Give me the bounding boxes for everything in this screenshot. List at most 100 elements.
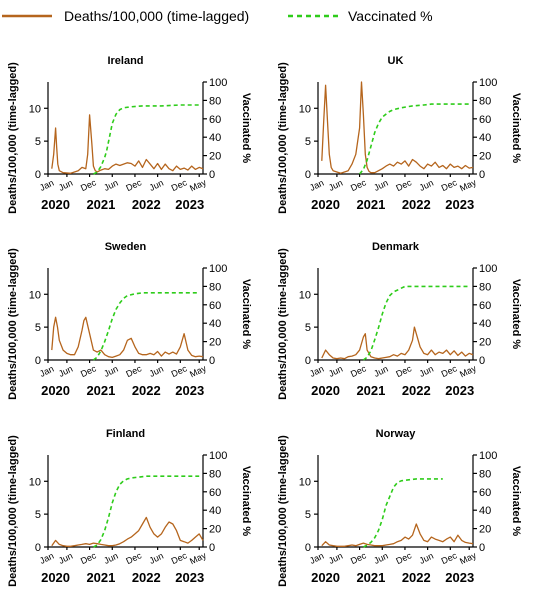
right-axis-title: Vaccinated %: [240, 279, 252, 350]
panel-title: Denmark: [372, 241, 420, 253]
right-tick-label: 0: [479, 355, 485, 367]
x-tick-label: Dec: [440, 550, 459, 566]
x-tick-label: Jun: [372, 178, 389, 193]
x-tick-label: Jun: [148, 178, 165, 193]
legend-vacc-label: Vaccinated %: [348, 8, 433, 24]
right-tick-label: 80: [209, 468, 221, 480]
x-tick-label: Jun: [418, 364, 435, 379]
x-year-label: 2023: [175, 197, 204, 212]
right-tick-label: 0: [209, 355, 215, 367]
right-axis-title: Vaccinated %: [510, 93, 522, 164]
panel-title: Ireland: [107, 55, 143, 67]
panel-title: Sweden: [105, 241, 147, 253]
right-axis-title: Vaccinated %: [240, 93, 252, 164]
x-tick-label: Dec: [394, 363, 413, 379]
right-tick-label: 0: [479, 169, 485, 181]
vaccinated-line: [93, 104, 200, 175]
right-tick-label: 20: [209, 151, 221, 163]
x-tick-label: Jun: [418, 178, 435, 193]
x-tick-label: Jun: [102, 178, 119, 193]
left-axis-title: Deaths/100,000 (time-lagged): [277, 435, 289, 587]
x-year-label: 2021: [356, 383, 385, 398]
vaccinated-line: [358, 103, 470, 175]
right-tick-label: 80: [479, 281, 491, 293]
x-year-label: 2023: [175, 383, 204, 398]
left-tick-label: 10: [29, 289, 41, 301]
left-tick-label: 10: [29, 103, 41, 115]
vaccinated-line: [363, 478, 443, 548]
left-tick-label: 5: [305, 322, 311, 334]
x-tick-label: Dec: [124, 363, 143, 379]
left-tick-label: 10: [299, 289, 311, 301]
left-axis-title: Deaths/100,000 (time-lagged): [277, 248, 289, 400]
left-tick-label: 5: [35, 509, 41, 521]
left-tick-label: 5: [35, 136, 41, 148]
right-tick-label: 100: [209, 263, 227, 275]
x-year-label: 2020: [41, 570, 70, 585]
x-tick-label: Jun: [57, 364, 74, 379]
x-tick-label: May: [188, 363, 208, 379]
x-tick-label: Jun: [148, 364, 165, 379]
right-tick-label: 40: [209, 318, 221, 330]
x-tick-label: Jun: [102, 364, 119, 379]
left-axis-title: Deaths/100,000 (time-lagged): [7, 435, 19, 587]
vaccinated-line: [92, 291, 200, 361]
x-year-label: 2020: [41, 197, 70, 212]
x-year-label: 2020: [41, 383, 70, 398]
right-tick-label: 60: [209, 300, 221, 312]
right-tick-label: 100: [479, 77, 497, 89]
left-tick-label: 5: [305, 509, 311, 521]
x-year-label: 2022: [132, 197, 161, 212]
right-tick-label: 40: [479, 505, 491, 517]
x-year-label: 2021: [86, 197, 115, 212]
x-tick-label: Jun: [327, 551, 344, 566]
x-tick-label: May: [188, 177, 208, 193]
right-tick-label: 80: [479, 95, 491, 107]
x-tick-label: Dec: [394, 177, 413, 193]
left-axis-title: Deaths/100,000 (time-lagged): [277, 62, 289, 214]
x-tick-label: Dec: [124, 550, 143, 566]
panel-title: Norway: [376, 428, 417, 440]
right-tick-label: 20: [479, 151, 491, 163]
right-tick-label: 20: [209, 337, 221, 349]
right-tick-label: 60: [479, 300, 491, 312]
left-tick-label: 0: [305, 355, 311, 367]
x-year-label: 2020: [311, 570, 340, 585]
x-tick-label: May: [458, 363, 478, 379]
left-tick-label: 10: [299, 476, 311, 488]
legend: Deaths/100,000 (time-lagged) Vaccinated …: [2, 8, 433, 24]
x-tick-label: Dec: [440, 363, 459, 379]
x-tick-label: May: [458, 177, 478, 193]
x-tick-label: Dec: [440, 177, 459, 193]
right-tick-label: 0: [209, 169, 215, 181]
x-year-label: 2021: [356, 197, 385, 212]
vaccinated-line: [362, 285, 470, 361]
left-axis-title: Deaths/100,000 (time-lagged): [7, 62, 19, 214]
left-tick-label: 5: [305, 136, 311, 148]
panel-title: Finland: [106, 428, 145, 440]
x-year-label: 2023: [445, 383, 474, 398]
right-tick-label: 0: [479, 542, 485, 554]
right-tick-label: 80: [479, 468, 491, 480]
left-tick-label: 5: [35, 322, 41, 334]
x-tick-label: Jun: [57, 178, 74, 193]
legend-deaths-label: Deaths/100,000 (time-lagged): [64, 8, 249, 24]
panel-title: UK: [388, 55, 404, 67]
left-tick-label: 10: [29, 476, 41, 488]
left-tick-label: 0: [305, 542, 311, 554]
x-tick-label: Jun: [148, 551, 165, 566]
x-year-label: 2022: [402, 197, 431, 212]
x-tick-label: Jun: [102, 551, 119, 566]
x-year-label: 2022: [402, 383, 431, 398]
left-tick-label: 0: [35, 355, 41, 367]
x-year-label: 2023: [445, 197, 474, 212]
x-year-label: 2023: [175, 570, 204, 585]
right-tick-label: 40: [209, 505, 221, 517]
x-tick-label: Dec: [79, 550, 98, 566]
right-axis-title: Vaccinated %: [510, 279, 522, 350]
